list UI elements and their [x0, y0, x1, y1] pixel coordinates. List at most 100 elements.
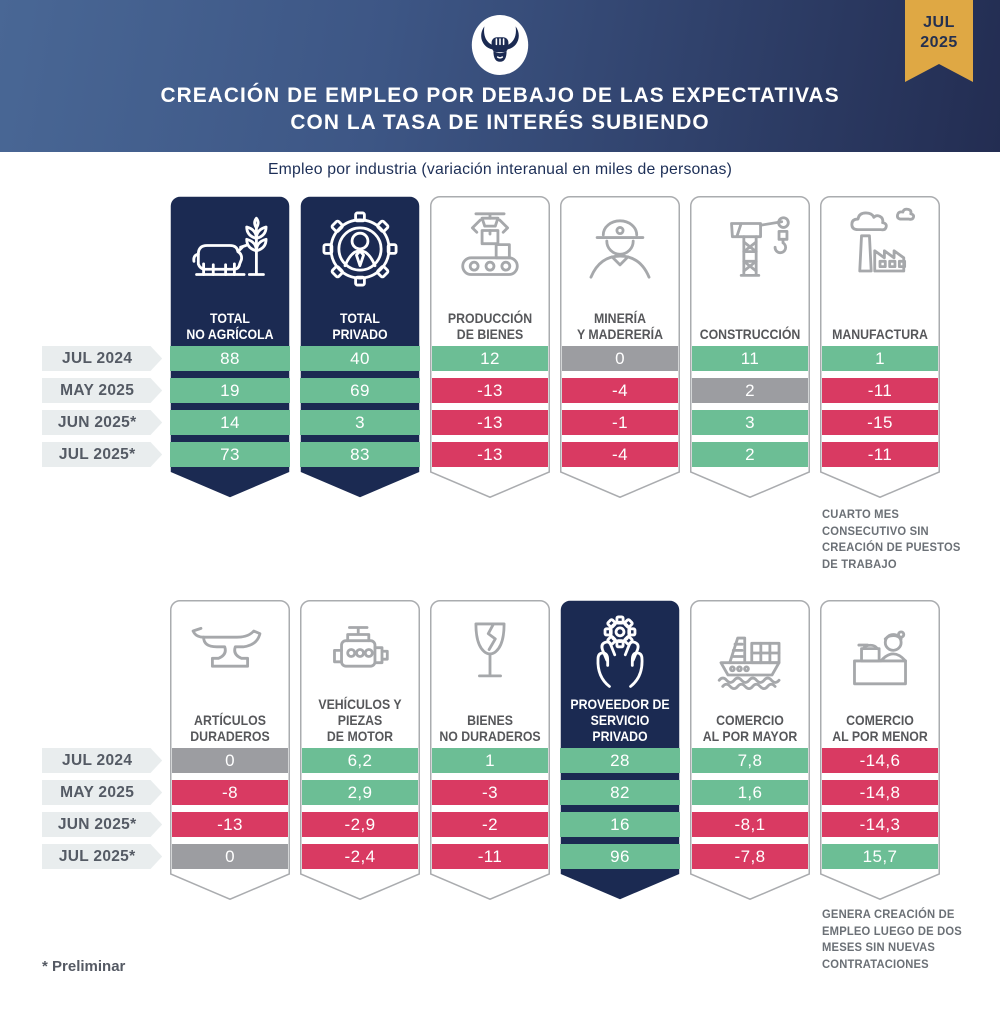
industry-ribbon: COMERCIO AL POR MENOR -14,6 -14,8 -14,3 15,7 [820, 600, 940, 900]
industry-label: VEHÍCULOS Y PIEZAS DE MOTOR [307, 696, 413, 744]
industry-label-line: AL POR MAYOR [702, 728, 798, 744]
row-label-pill: MAY 2025 [42, 378, 162, 403]
value-cell: 28 [560, 748, 680, 773]
value-cell: -13 [432, 442, 548, 467]
value-cell: -13 [432, 410, 548, 435]
industry-label-line: PROVEEDOR DE [570, 696, 670, 712]
industry-label-line: TOTAL [210, 310, 250, 326]
value-cell: -3 [432, 780, 548, 805]
value-cell: 73 [170, 442, 290, 467]
conveyor-claw-icon [430, 203, 550, 295]
value-cell: -1 [562, 410, 678, 435]
value-cell: 69 [300, 378, 420, 403]
industry-label-line: DURADEROS [190, 728, 270, 744]
industry-label-line: DE BIENES [456, 326, 524, 342]
page-title-line-2: CON LA TASA DE INTERÉS SUBIENDO [290, 110, 710, 134]
industry-label-line: NO AGRÍCOLA [186, 326, 274, 342]
page-title: CREACIÓN DE EMPLEO POR DEBAJO DE LAS EXP… [160, 82, 839, 136]
value-cell: -14,6 [822, 748, 938, 773]
industry-label: PRODUCCIÓN DE BIENES [437, 296, 543, 342]
industry-label-line: COMERCIO [716, 712, 784, 728]
industry-label: BIENES NO DURADEROS [437, 698, 543, 744]
industry-label: TOTAL PRIVADO [307, 296, 413, 342]
value-cell: -8,1 [692, 812, 808, 837]
value-cell: -8 [172, 780, 288, 805]
gear-person-icon [300, 203, 420, 295]
industry-label: PROVEEDOR DE SERVICIO PRIVADO [567, 696, 673, 744]
value-cell: 3 [300, 410, 420, 435]
industry-label-line: DE MOTOR [326, 728, 394, 744]
industry-label-line: PRIVADO [332, 326, 388, 342]
value-cell: 2,9 [302, 780, 418, 805]
industry-label: ARTÍCULOS DURADEROS [177, 698, 283, 744]
industry-label: MANUFACTURA [827, 296, 933, 342]
industry-label-line: VEHÍCULOS Y PIEZAS [318, 696, 402, 728]
value-cell: -14,3 [822, 812, 938, 837]
value-cell: 1 [432, 748, 548, 773]
value-cell: 19 [170, 378, 290, 403]
value-cell: -11 [822, 442, 938, 467]
industry-ribbon: TOTAL NO AGRÍCOLA 88 19 14 73 [170, 196, 290, 498]
header-content: CREACIÓN DE EMPLEO POR DEBAJO DE LAS EXP… [0, 0, 1000, 152]
header-banner: CREACIÓN DE EMPLEO POR DEBAJO DE LAS EXP… [0, 0, 1000, 152]
bull-horns-logo-icon [468, 15, 532, 75]
industry-label-line: TOTAL [340, 310, 380, 326]
industry-label-line: MINERÍA [593, 310, 647, 326]
value-cell: 12 [432, 346, 548, 371]
industry-label: CONSTRUCCIÓN [697, 296, 803, 342]
value-cell: -4 [562, 442, 678, 467]
value-cell: 2 [692, 378, 808, 403]
value-cell: -2,4 [302, 844, 418, 869]
factory-icon [820, 203, 940, 295]
industry-ribbon: COMERCIO AL POR MAYOR 7,8 1,6 -8,1 -7,8 [690, 600, 810, 900]
value-cell: 2 [692, 442, 808, 467]
row-label-pill: JUL 2025* [42, 844, 162, 869]
anvil-icon [170, 607, 290, 699]
industry-label-line: CONSTRUCCIÓN [699, 326, 801, 342]
value-cell: -2 [432, 812, 548, 837]
industry-ribbon: ARTÍCULOS DURADEROS 0 -8 -13 0 [170, 600, 290, 900]
cargo-ship-icon [690, 607, 810, 699]
preliminary-footnote: * Preliminar [42, 958, 126, 975]
value-cell: 16 [560, 812, 680, 837]
livestock-wheat-icon [170, 203, 290, 295]
value-cell: 6,2 [302, 748, 418, 773]
value-cell: 1,6 [692, 780, 808, 805]
industry-label: MINERÍA Y MADERERÍA [567, 296, 673, 342]
miner-icon [560, 203, 680, 295]
broken-glass-icon [430, 607, 550, 699]
crane-icon [690, 203, 810, 295]
value-cell: -11 [432, 844, 548, 869]
industry-label-line: ARTÍCULOS [194, 712, 266, 728]
industry-label: COMERCIO AL POR MAYOR [697, 698, 803, 744]
value-cell: -13 [432, 378, 548, 403]
value-cell: -14,8 [822, 780, 938, 805]
value-cell: 7,8 [692, 748, 808, 773]
page-title-line-1: CREACIÓN DE EMPLEO POR DEBAJO DE LAS EXP… [160, 83, 840, 107]
industry-ribbon: CONSTRUCCIÓN 11 2 3 2 [690, 196, 810, 498]
industry-ribbon: PRODUCCIÓN DE BIENES 12 -13 -13 -13 [430, 196, 550, 498]
date-badge-year: 2025 [920, 34, 958, 51]
industry-label-line: MANUFACTURA [832, 326, 928, 342]
industry-label-line: BIENES [467, 712, 513, 728]
value-cell: 0 [172, 748, 288, 773]
value-cell: 15,7 [822, 844, 938, 869]
row-label-pill: JUN 2025* [42, 410, 162, 435]
industry-ribbon: PROVEEDOR DE SERVICIO PRIVADO 28 82 16 96 [560, 600, 680, 900]
industry-label-line: PRODUCCIÓN [447, 310, 533, 326]
industry-ribbon: BIENES NO DURADEROS 1 -3 -2 -11 [430, 600, 550, 900]
industry-label-line: SERVICIO PRIVADO [590, 712, 650, 744]
value-cell: -7,8 [692, 844, 808, 869]
row-label-pill: JUL 2024 [42, 748, 162, 773]
industry-ribbon: VEHÍCULOS Y PIEZAS DE MOTOR 6,2 2,9 -2,9 -2,4 [300, 600, 420, 900]
value-cell: 83 [300, 442, 420, 467]
industry-ribbon: MINERÍA Y MADERERÍA 0 -4 -1 -4 [560, 196, 680, 498]
row-label-pill: JUN 2025* [42, 812, 162, 837]
value-cell: -2,9 [302, 812, 418, 837]
value-cell: -11 [822, 378, 938, 403]
industry-label-line: AL POR MENOR [832, 728, 928, 744]
row-label-pill: JUL 2024 [42, 346, 162, 371]
value-cell: 0 [562, 346, 678, 371]
industry-label: COMERCIO AL POR MENOR [827, 698, 933, 744]
